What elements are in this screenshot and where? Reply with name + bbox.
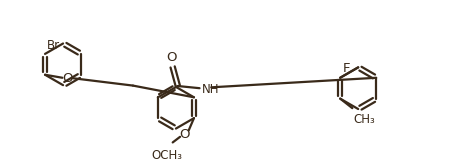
Text: O: O [166, 51, 176, 64]
Text: F: F [342, 62, 349, 75]
Text: NH: NH [202, 83, 219, 96]
Text: OCH₃: OCH₃ [151, 149, 182, 162]
Text: CH₃: CH₃ [353, 113, 374, 126]
Text: O: O [179, 128, 189, 141]
Text: O: O [62, 72, 73, 85]
Text: Br: Br [47, 39, 60, 52]
